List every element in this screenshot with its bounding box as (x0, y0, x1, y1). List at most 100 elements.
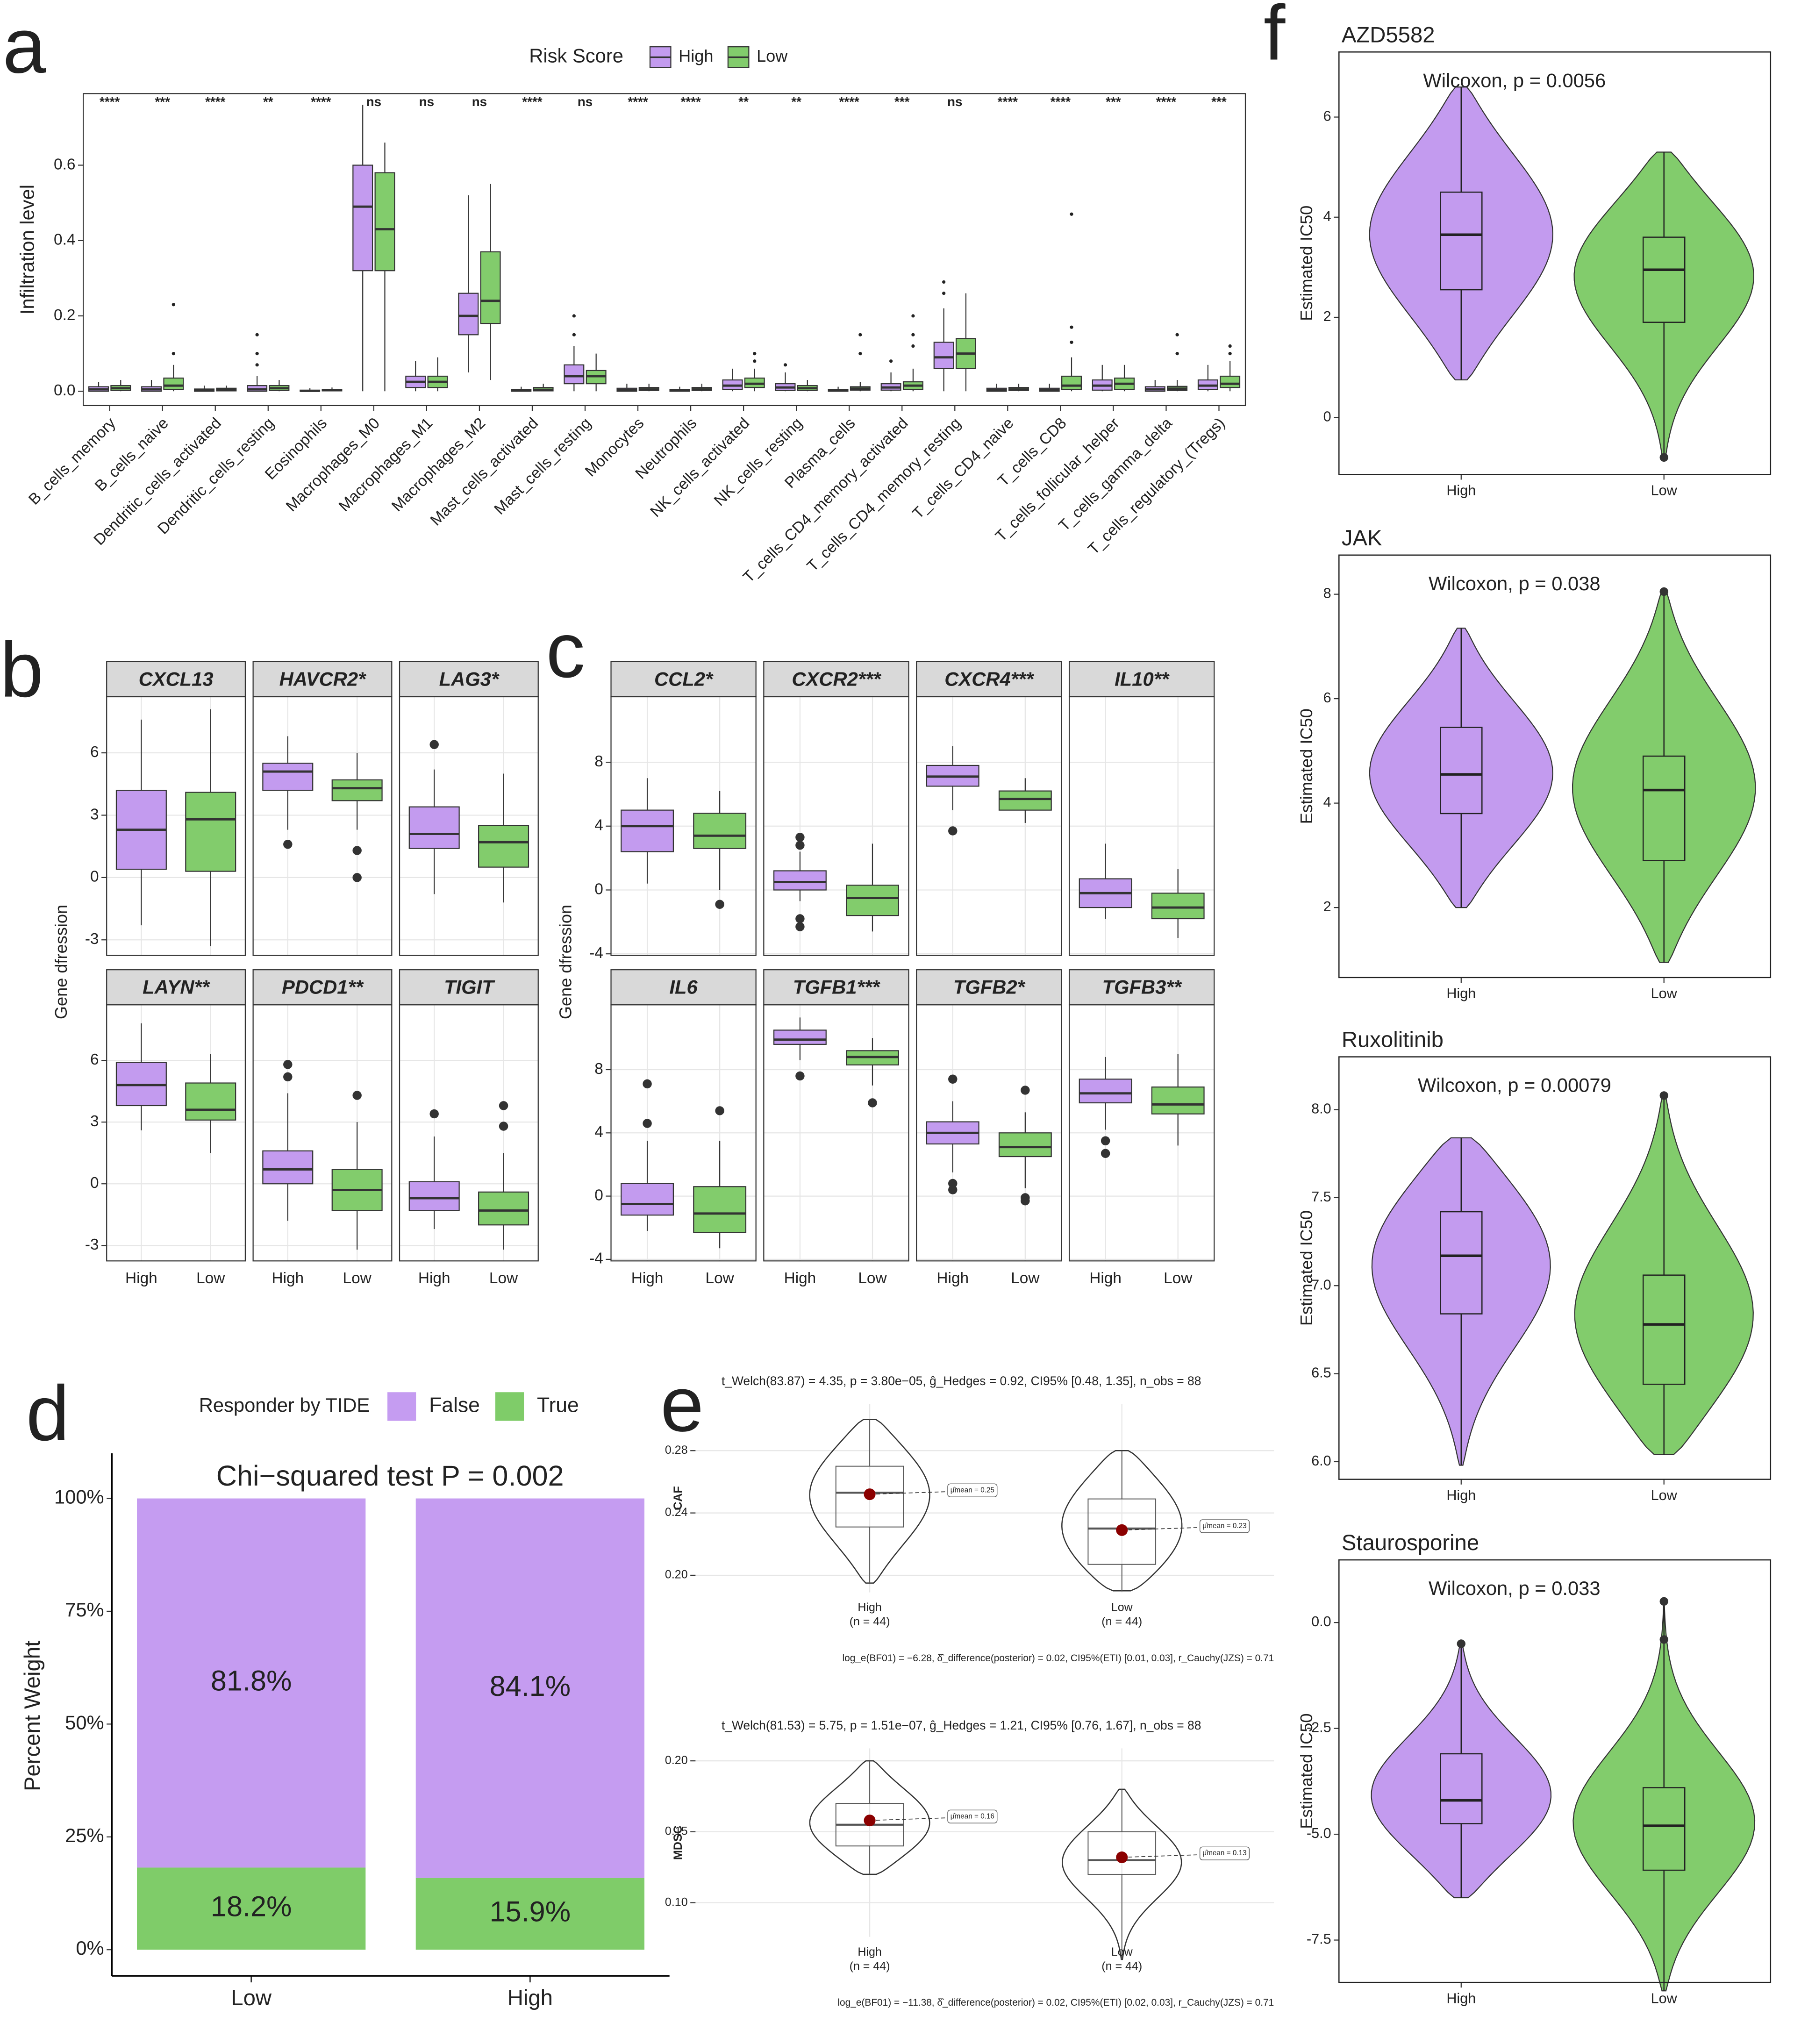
box (773, 1029, 827, 1045)
y-tick-label: 0.15 (665, 1825, 688, 1838)
y-tick-label: 0.6 (54, 156, 75, 173)
legend-title: Responder by TIDE (199, 1394, 370, 1416)
y-tick-label: 4 (1323, 208, 1331, 224)
facet-title: LAYN** (143, 976, 210, 998)
facet-border (610, 1004, 757, 1262)
y-tick-label: 7.0 (1311, 1277, 1331, 1293)
outlier (1228, 352, 1232, 356)
legend-label: True (537, 1394, 579, 1417)
facet-border (399, 696, 539, 956)
x-tick-note: (n = 44) (1101, 1959, 1142, 1973)
outlier (572, 314, 576, 318)
box (185, 1082, 236, 1121)
facet-title: TGFB2* (953, 976, 1026, 998)
facet-border (1068, 1004, 1215, 1262)
violin (809, 1760, 930, 1875)
significance-label: ** (263, 94, 273, 109)
outlier (1659, 453, 1668, 462)
box (1087, 1831, 1157, 1875)
panel-title: Ruxolitinib (1342, 1028, 1444, 1052)
significance-label: **** (100, 94, 120, 109)
y-tick-label: 7.5 (1311, 1189, 1331, 1205)
y-tick-label: 0.20 (665, 1754, 688, 1767)
panel-border (1338, 1056, 1772, 1480)
box (331, 779, 383, 801)
outlier (352, 873, 362, 882)
x-tick-label: Macrophages_M2 (388, 415, 489, 515)
bar-segment (415, 1878, 644, 1950)
outlier (911, 314, 915, 318)
outlier (643, 1079, 652, 1089)
caption: log_e(BF01) = −6.28, δ̂_difference(poste… (842, 1653, 1274, 1664)
box (478, 1191, 529, 1226)
data-label: 18.2% (211, 1891, 292, 1923)
significance-label: *** (894, 94, 910, 109)
strip (252, 661, 393, 698)
outlier (1070, 325, 1073, 329)
outlier (948, 826, 958, 836)
box (835, 1465, 904, 1528)
y-axis-label: Estimated IC50 (1297, 206, 1316, 321)
violin (1062, 1788, 1182, 1960)
facet-title: TIGIT (444, 976, 495, 998)
x-tick-label: High (1446, 1487, 1476, 1503)
significance-label: **** (522, 94, 542, 109)
outlier (255, 363, 259, 367)
subtitle: Wilcoxon, p = 0.00079 (1418, 1074, 1611, 1096)
box (1642, 1787, 1686, 1871)
box (1440, 727, 1483, 815)
strip (106, 969, 246, 1006)
strip (763, 661, 909, 698)
x-tick-label: Low (231, 1986, 272, 2010)
outlier (1175, 352, 1179, 356)
significance-label: ** (738, 94, 749, 109)
significance-label: **** (1156, 94, 1176, 109)
box (1151, 1086, 1205, 1115)
outlier (783, 363, 787, 367)
x-tick-label: High (858, 1601, 881, 1614)
y-axis-label: Infiltration level (16, 185, 38, 314)
outlier (795, 1071, 805, 1081)
box (408, 806, 460, 849)
box (998, 1132, 1052, 1158)
facet-border (252, 1004, 393, 1262)
strip (1068, 969, 1215, 1006)
box (185, 792, 236, 872)
outlier (1175, 333, 1179, 336)
facet-panel (253, 697, 392, 956)
y-tick-label: 0 (90, 868, 99, 886)
legend-label: False (429, 1394, 480, 1417)
facet-title: IL10** (1115, 668, 1170, 690)
box (1642, 1274, 1686, 1385)
violin (1573, 151, 1754, 461)
y-tick-label: 8 (594, 753, 603, 770)
box (1079, 1079, 1132, 1104)
outlier (499, 1101, 508, 1110)
box (693, 813, 747, 849)
outlier (429, 740, 439, 750)
outlier (352, 846, 362, 855)
x-tick-label: Low (1111, 1945, 1133, 1958)
outlier (795, 922, 805, 931)
y-tick-label: 6.5 (1311, 1365, 1331, 1381)
y-tick-label: 0.2 (54, 307, 75, 324)
strip (106, 661, 246, 698)
box (564, 364, 585, 385)
mean-point (864, 1488, 876, 1501)
mean-point (864, 1815, 876, 1827)
x-tick-label: High (858, 1945, 881, 1958)
significance-label: *** (1106, 94, 1121, 109)
outlier (172, 352, 175, 356)
subtitle: Wilcoxon, p = 0.033 (1429, 1577, 1601, 1599)
outlier (715, 1106, 724, 1115)
outlier (283, 1072, 293, 1082)
y-tick-label: 8.0 (1311, 1101, 1331, 1117)
legend-key (387, 1392, 416, 1421)
facet-border (106, 696, 246, 956)
y-tick-label: -3 (85, 1236, 99, 1253)
y-axis-label: Estimated IC50 (1297, 1210, 1316, 1326)
box (998, 790, 1052, 811)
data-label: 15.9% (490, 1896, 571, 1928)
box (1642, 755, 1686, 861)
